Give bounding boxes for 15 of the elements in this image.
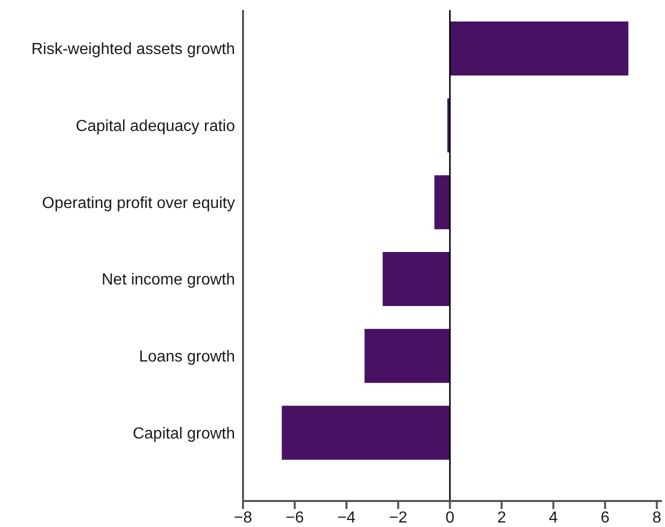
x-tick-label: 4 xyxy=(548,509,558,526)
x-tick-label: −8 xyxy=(234,509,252,526)
x-tick-label: −4 xyxy=(337,509,356,526)
x-tick-label: 6 xyxy=(600,509,610,526)
y-tick-label: Net income growth xyxy=(102,272,235,289)
x-tick-label: 8 xyxy=(652,509,662,526)
y-tick-label: Capital adequacy ratio xyxy=(76,118,236,135)
y-tick-label: Capital growth xyxy=(132,425,235,442)
x-tick-label: −6 xyxy=(286,509,304,526)
y-tick-label: Risk-weighted assets growth xyxy=(31,41,235,58)
x-tick-label: 2 xyxy=(497,509,506,526)
x-tick-label: 0 xyxy=(445,509,454,526)
x-tick-label: −2 xyxy=(389,509,408,526)
y-tick-label: Operating profit over equity xyxy=(42,194,235,212)
y-tick-label: Loans growth xyxy=(138,348,235,366)
